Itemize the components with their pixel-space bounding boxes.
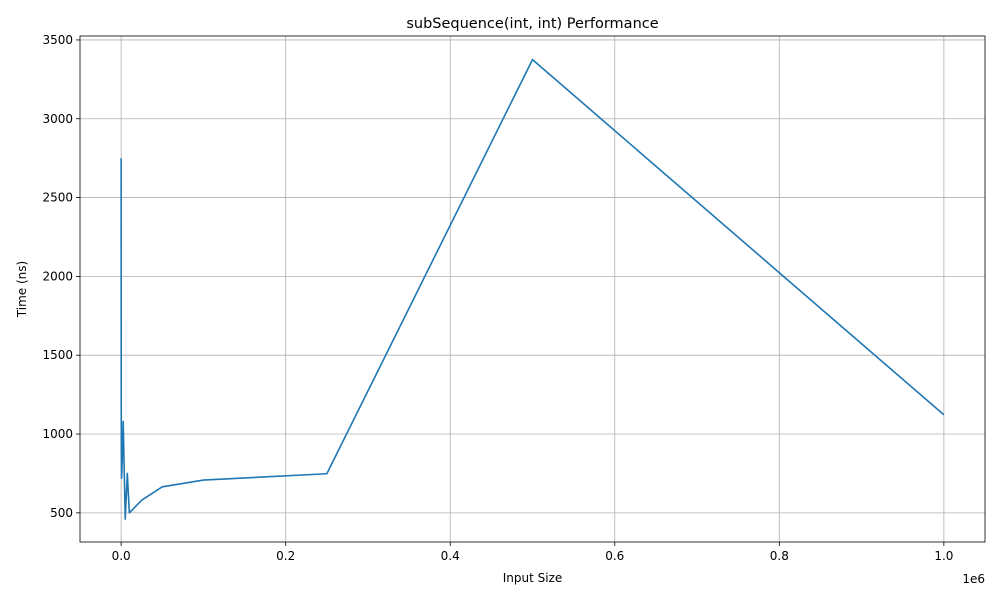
y-tick-label: 500: [50, 506, 73, 520]
x-tick-label: 0.8: [770, 549, 789, 563]
y-tick-label: 1500: [42, 348, 73, 362]
x-tick-label: 0.4: [441, 549, 460, 563]
y-axis-label: Time (ns): [15, 261, 29, 318]
x-offset-label: 1e6: [962, 572, 985, 586]
y-tick-labels: 500 1000 1500 2000 2500 3000 3500: [42, 33, 73, 520]
y-tick-label: 3500: [42, 33, 73, 47]
x-axis-label: Input Size: [503, 571, 563, 585]
y-tick-label: 2500: [42, 191, 73, 205]
tick-marks: [76, 39, 945, 546]
x-tick-label: 0.0: [112, 549, 131, 563]
series-layer: [120, 58, 945, 520]
x-tick-label: 0.6: [605, 549, 624, 563]
chart-title: subSequence(int, int) Performance: [406, 16, 658, 32]
x-tick-label: 1.0: [934, 549, 953, 563]
y-tick-label: 2000: [42, 269, 73, 283]
series-line: [120, 58, 945, 520]
x-tick-labels: 0.0 0.2 0.4 0.6 0.8 1.0: [112, 549, 954, 563]
plot-frame: [79, 35, 986, 543]
y-tick-label: 3000: [42, 112, 73, 126]
x-tick-label: 0.2: [276, 549, 295, 563]
grid-lines: [80, 36, 985, 542]
y-tick-label: 1000: [42, 427, 73, 441]
